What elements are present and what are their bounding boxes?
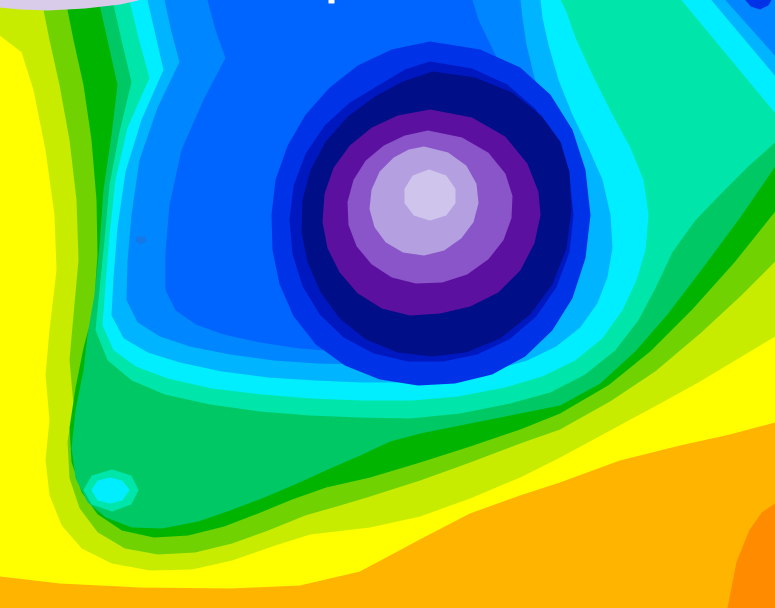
band-deep-orange — [727, 503, 775, 608]
band-pocket-cyan — [91, 477, 130, 504]
band-blue-dot — [135, 236, 147, 245]
band-lavender-core — [404, 169, 456, 221]
band-orange — [0, 422, 775, 608]
band-ne-azure — [725, 0, 775, 56]
band-ne-notch — [745, 0, 772, 10]
band-lavender-strip — [0, 0, 139, 11]
band-white-tick — [328, 0, 335, 4]
